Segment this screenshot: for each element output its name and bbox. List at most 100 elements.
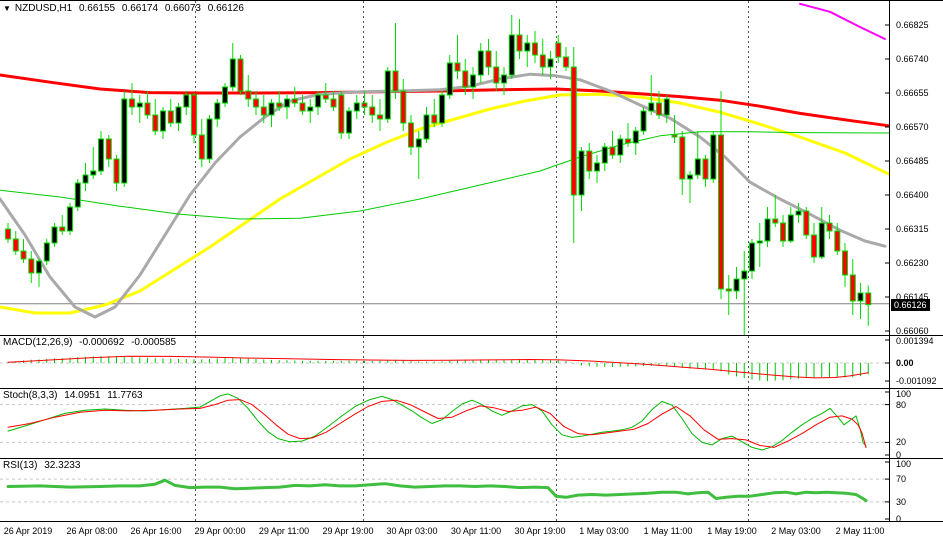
candle-body <box>43 242 50 262</box>
stoch-label: Stoch(8,3,3) 14.0951 11.7763 <box>3 390 147 401</box>
candle-body <box>834 230 841 252</box>
candle-body <box>198 134 205 160</box>
candle-body <box>485 50 492 68</box>
candle-body <box>733 278 740 292</box>
candle-body <box>772 218 779 224</box>
rsi-axis-label: 30 <box>896 496 907 507</box>
candle-body <box>508 34 515 76</box>
candle-body <box>400 90 407 124</box>
price-axis-label: 0.66315 <box>896 224 929 234</box>
macd-value-signal: -0.000585 <box>131 337 177 348</box>
price-axis-label: 0.66230 <box>896 258 929 268</box>
candle-body <box>167 110 174 124</box>
candle-body <box>702 158 709 180</box>
candle-body <box>663 98 670 116</box>
stoch-d <box>7 399 867 449</box>
candle-body <box>369 106 376 116</box>
candle-body <box>555 42 562 58</box>
candle-body <box>640 110 647 132</box>
candle-body <box>229 58 236 88</box>
candle-body <box>648 102 655 112</box>
candle-body <box>679 136 686 180</box>
macd-chart[interactable] <box>0 336 890 388</box>
macd-name: MACD(12,26,9) <box>3 337 73 348</box>
ma-green-thin <box>0 131 890 220</box>
candle-body <box>687 174 693 180</box>
candle-body <box>408 122 414 148</box>
candle-body <box>82 174 89 184</box>
time-axis[interactable]: 26 Apr 2019 26 Apr 08:00 26 Apr 16:00 29 Ap… <box>0 522 943 542</box>
candle-body <box>322 94 329 100</box>
candle-body <box>121 98 128 184</box>
candle-body <box>307 106 314 112</box>
price-axis-label: 0.66740 <box>896 54 929 64</box>
candle-body <box>330 98 337 108</box>
time-axis-label: 1 May 19:00 <box>707 526 757 536</box>
candle-body <box>260 106 267 116</box>
candle-body <box>725 288 732 292</box>
symbol-dropdown-arrow[interactable]: ▼ <box>3 4 11 13</box>
price-axis-label: 0.66655 <box>896 88 929 98</box>
candle-body <box>516 34 523 52</box>
candle-body <box>446 62 453 96</box>
macd-label: MACD(12,26,9) -0.000692 -0.000585 <box>3 337 180 348</box>
rsi-panel: RSI(13) 32.3233 100 70 30 0 <box>0 459 943 524</box>
candle-body <box>183 94 190 108</box>
stoch-chart[interactable] <box>0 389 890 458</box>
stoch-panel: Stoch(8,3,3) 14.0951 11.7763 100 80 20 0 <box>0 389 943 460</box>
candle-body <box>175 106 182 124</box>
time-axis-label: 26 Apr 08:00 <box>66 526 118 536</box>
candle-body <box>20 250 27 260</box>
candle-body <box>547 58 554 68</box>
stoch-axis-label: 100 <box>896 389 912 399</box>
stoch-axis-label: 80 <box>896 399 907 410</box>
ohlc-high: 0.66174 <box>121 3 159 14</box>
time-axis-label: 26 Apr 2019 <box>3 526 53 536</box>
candle-body <box>253 98 259 108</box>
candle-body <box>384 70 391 120</box>
candle-body <box>28 258 35 274</box>
rsi-chart[interactable] <box>0 459 890 521</box>
rsi-axis-label: 100 <box>896 459 912 469</box>
rsi-plot[interactable]: RSI(13) 32.3233 <box>0 459 890 521</box>
candle-body <box>601 146 608 164</box>
candle-body <box>191 94 197 136</box>
price-axis-label: 0.66570 <box>896 122 929 132</box>
stoch-axis-label: 0 <box>896 450 902 460</box>
candle-body <box>741 270 748 280</box>
macd-signal-line <box>7 355 869 379</box>
candle-body <box>144 102 151 116</box>
candle-body <box>493 66 500 84</box>
candle-body <box>152 114 159 132</box>
candle-body <box>694 158 701 176</box>
candle-body <box>431 114 438 124</box>
stoch-plot[interactable]: Stoch(8,3,3) 14.0951 11.7763 <box>0 389 890 458</box>
candle-body <box>811 234 817 258</box>
rsi-axis: 100 70 30 0 <box>890 459 942 524</box>
candle-body <box>787 214 794 242</box>
ohlc-open: 0.66155 <box>78 3 116 14</box>
ma-yellow <box>0 92 890 315</box>
price-axis-label: 0.66145 <box>896 292 929 302</box>
candle-body <box>524 42 531 52</box>
candle-body <box>625 138 631 144</box>
time-axis-label: 2 May 11:00 <box>835 526 885 536</box>
candle-body <box>423 114 430 140</box>
candle-body <box>284 98 290 108</box>
candle-body <box>74 182 81 208</box>
stoch-value-d: 11.7763 <box>107 390 143 401</box>
candle-body <box>609 146 616 156</box>
candle-body <box>671 134 678 138</box>
candle-body <box>563 56 569 68</box>
main-chart-plot[interactable]: ▼ NZDUSD,H1 0.66155 0.66174 0.66073 0.661… <box>0 1 890 335</box>
candle-body <box>842 250 848 276</box>
stoch-name: Stoch(8,3,3) <box>3 390 58 401</box>
candle-body <box>710 134 717 180</box>
stoch-axis: 100 80 20 0 <box>890 389 942 460</box>
candle-body <box>462 70 469 88</box>
candle-body <box>780 222 786 242</box>
candle-body <box>36 260 42 274</box>
candlestick-chart[interactable] <box>0 1 890 335</box>
macd-plot[interactable]: MACD(12,26,9) -0.000692 -0.000585 <box>0 336 890 388</box>
